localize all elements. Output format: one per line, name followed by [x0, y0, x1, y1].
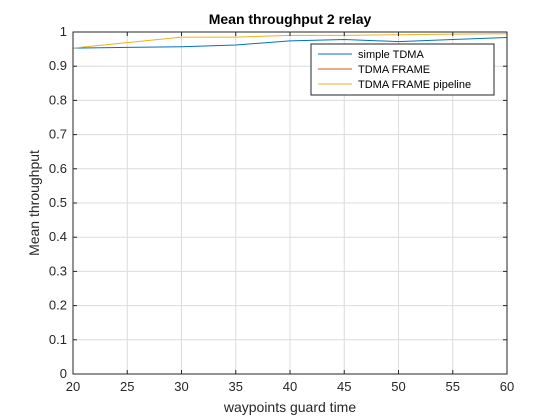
x-tick-label: 45 — [337, 379, 351, 394]
y-tick-label: 0 — [60, 366, 67, 381]
y-tick-label: 0.2 — [49, 298, 67, 313]
y-tick-label: 0.7 — [49, 127, 67, 142]
x-tick-label: 55 — [446, 379, 460, 394]
y-tick-label: 0.5 — [49, 195, 67, 210]
y-tick-label: 0.3 — [49, 263, 67, 278]
x-tick-label: 60 — [500, 379, 514, 394]
x-tick-label: 20 — [66, 379, 80, 394]
legend[interactable]: simple TDMA TDMA FRAME TDMA FRAME pipeline — [311, 44, 494, 95]
y-tick-label: 1 — [60, 24, 67, 39]
legend-label-0: simple TDMA — [358, 49, 424, 61]
y-tick-label: 0.6 — [49, 161, 67, 176]
y-tick-label: 0.1 — [49, 332, 67, 347]
y-tick-label: 0.4 — [49, 229, 67, 244]
x-tick-label: 30 — [174, 379, 188, 394]
x-tick-label: 40 — [283, 379, 297, 394]
y-axis-title: Mean throughput — [26, 150, 42, 256]
y-tick-label: 0.8 — [49, 92, 67, 107]
x-tick-label: 35 — [229, 379, 243, 394]
x-axis-title: waypoints guard time — [223, 399, 357, 415]
x-tick-label: 50 — [391, 379, 405, 394]
x-tick-label: 25 — [120, 379, 134, 394]
chart-title: Mean throughput 2 relay — [209, 11, 372, 27]
legend-label-1: TDMA FRAME — [358, 64, 430, 76]
legend-label-2: TDMA FRAME pipeline — [358, 79, 471, 91]
y-tick-label: 0.9 — [49, 58, 67, 73]
